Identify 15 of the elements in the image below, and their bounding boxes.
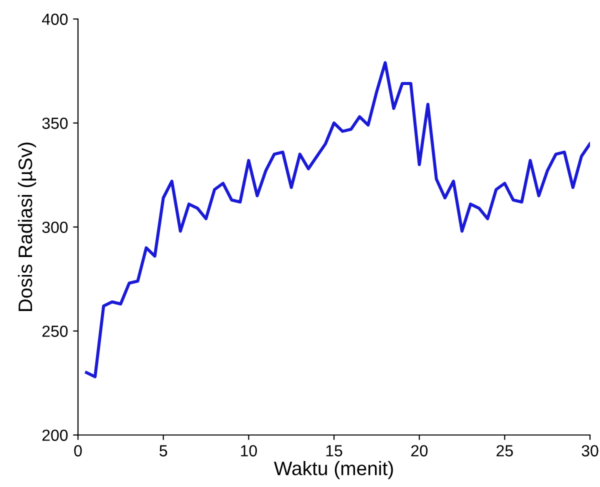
x-tick-label: 25 — [496, 445, 513, 456]
x-tick-label: 10 — [241, 445, 257, 456]
y-tick-label: 350 — [42, 118, 68, 129]
y-tick-label: 200 — [42, 430, 68, 441]
x-tick-label: 20 — [411, 445, 428, 456]
x-tick-label: 15 — [326, 445, 342, 456]
y-tick-label: 300 — [42, 222, 68, 233]
x-tick-label: 0 — [74, 445, 82, 456]
x-tick-label: 5 — [160, 445, 168, 456]
line-series — [85, 61, 590, 378]
y-axis-title: Dosis Radiasi (µSv) — [18, 142, 36, 311]
y-tick-label: 400 — [42, 14, 68, 25]
y-tick-label: 250 — [42, 326, 68, 337]
x-axis-title: Waktu (menit) — [274, 461, 393, 480]
x-tick-label: 30 — [582, 445, 598, 456]
